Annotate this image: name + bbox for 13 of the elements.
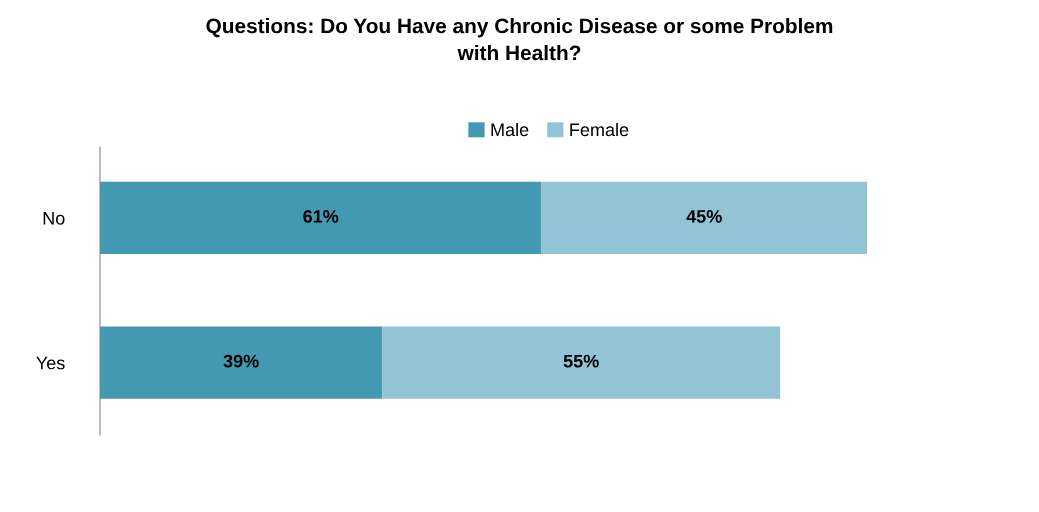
chart-title: Questions: Do You Have any Chronic Disease or some Problem with Health? [206,18,833,61]
bar [100,326,383,399]
data-label: 61% [303,209,339,223]
data-label: 55% [563,354,599,368]
bar [100,181,542,255]
data-label: 39% [223,354,259,368]
y-tick-label: No [43,212,65,225]
bar [541,181,868,255]
y-tick-label: Yes [36,356,65,370]
bar [382,326,781,399]
legend-label: Female [570,122,629,137]
legend-label: Male [491,122,529,137]
data-label: 45% [686,210,722,223]
